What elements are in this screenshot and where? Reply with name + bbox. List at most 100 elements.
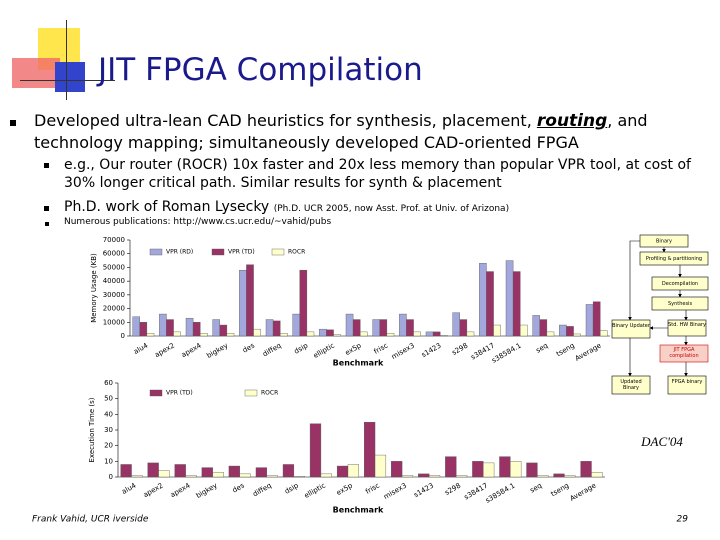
bar (132, 316, 140, 337)
box (667, 319, 707, 337)
x-tick-label: misex3 (382, 482, 408, 502)
x-tick-label: ex5p (344, 341, 363, 357)
bullet (10, 120, 16, 126)
x-axis-title: Benchmark (333, 506, 384, 515)
footer-author: Frank Vahid, UCR iverside (32, 515, 149, 525)
legend-label: VPR (RD) (166, 249, 193, 256)
label-box: FPGA binary (671, 379, 703, 385)
bar (159, 313, 167, 337)
x-tick-label: s1423 (413, 482, 436, 500)
bar (166, 319, 174, 337)
decor (55, 62, 85, 92)
bar (592, 301, 601, 337)
x-tick-label: elliptic (303, 481, 327, 500)
text: , and technology mapping; simultaneously… (34, 111, 648, 152)
label-box: Updated Binary (620, 379, 641, 391)
box (639, 251, 709, 266)
y-tick-label: 10 (104, 457, 113, 465)
x-tick-label: des (241, 341, 256, 354)
main-bullet: Developed ultra-lean CAD heuristics for … (34, 110, 674, 153)
box (651, 276, 709, 291)
x-tick-label: s1423 (420, 342, 443, 360)
x-tick-label: apex2 (142, 482, 165, 500)
bar (120, 464, 132, 478)
x-tick-label: seq (535, 342, 550, 355)
bar (379, 319, 388, 337)
arrow (628, 240, 640, 321)
bar (212, 472, 224, 478)
bar (228, 465, 240, 478)
bar (493, 324, 501, 337)
x-tick-label: s298 (443, 482, 462, 497)
bar (510, 461, 522, 478)
bar (600, 330, 608, 337)
legend-swatch (211, 248, 225, 256)
bar (139, 322, 148, 337)
bar (352, 319, 361, 337)
bar (553, 473, 565, 478)
citation: DAC'04 (640, 434, 683, 449)
bar (280, 333, 288, 337)
x-tick-label: tseng (549, 482, 570, 499)
bar (174, 464, 186, 478)
bar (418, 473, 430, 478)
label: Synthesis (668, 301, 693, 307)
y-tick-label: 40 (104, 410, 113, 418)
x-tick-label: frisc (364, 481, 381, 495)
bar (466, 331, 475, 337)
x-tick-label: diffeq (252, 482, 273, 499)
x-tick-label: bigkey (195, 482, 219, 500)
bar (580, 461, 592, 478)
x-tick-label: apex4 (169, 481, 192, 499)
legend-label: ROCR (288, 249, 305, 256)
bar (499, 456, 511, 478)
bar (566, 326, 574, 337)
bar (293, 476, 305, 478)
label: FPGA binary (671, 379, 703, 385)
label: Std. HW Binary (668, 322, 706, 328)
x-tick-label: alu4 (120, 481, 138, 496)
emphasis: routing (536, 111, 608, 131)
y-tick-label: 20 (104, 442, 113, 450)
legend-label: VPR (TD) (166, 390, 193, 397)
bar (391, 461, 403, 478)
sub-bullet: e.g., Our router (ROCR) 10x faster and 2… (64, 157, 691, 191)
bar (146, 333, 155, 337)
box (651, 296, 709, 311)
bar (319, 328, 327, 337)
bar (440, 335, 448, 337)
bar (185, 475, 197, 478)
decor (12, 58, 60, 88)
bar (246, 264, 254, 337)
x-tick-label: dsip (283, 481, 300, 495)
bar (532, 315, 540, 337)
bar (559, 324, 567, 337)
bar (345, 313, 354, 337)
y-tick-label: 50000 (103, 263, 125, 271)
bar (239, 269, 247, 337)
bullet (44, 163, 49, 168)
legend-swatch (244, 389, 258, 397)
label: JIT FPGA compilation (669, 347, 699, 359)
bar (428, 475, 441, 478)
bar (526, 462, 538, 478)
bar (401, 475, 414, 478)
bar (239, 473, 251, 478)
bar (173, 331, 181, 337)
bar (483, 462, 495, 478)
x-tick-label: bigkey (205, 342, 229, 360)
bar (347, 464, 359, 478)
flow-diagram: Binary Profiling & partitioning Decompil… (611, 234, 709, 395)
x-tick-label: frisc (373, 341, 390, 355)
bar (399, 313, 407, 337)
bar (219, 324, 228, 337)
bar (201, 467, 213, 478)
legend-swatch (271, 248, 285, 256)
box (667, 375, 707, 395)
bar (364, 421, 376, 478)
bar (564, 475, 576, 478)
x-tick-label: dsip (293, 341, 310, 355)
bullet (45, 222, 49, 226)
bar (374, 454, 387, 478)
